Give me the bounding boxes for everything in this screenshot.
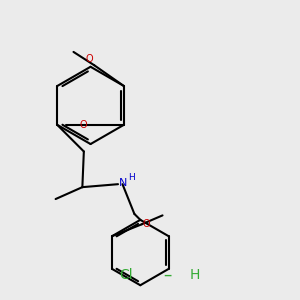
Text: Cl: Cl: [119, 268, 133, 282]
Text: N: N: [119, 178, 127, 188]
Text: O: O: [142, 219, 150, 229]
Text: H: H: [128, 173, 135, 182]
Text: O: O: [85, 54, 93, 64]
Text: H: H: [189, 268, 200, 282]
Text: –: –: [164, 266, 172, 284]
Text: O: O: [79, 120, 87, 130]
